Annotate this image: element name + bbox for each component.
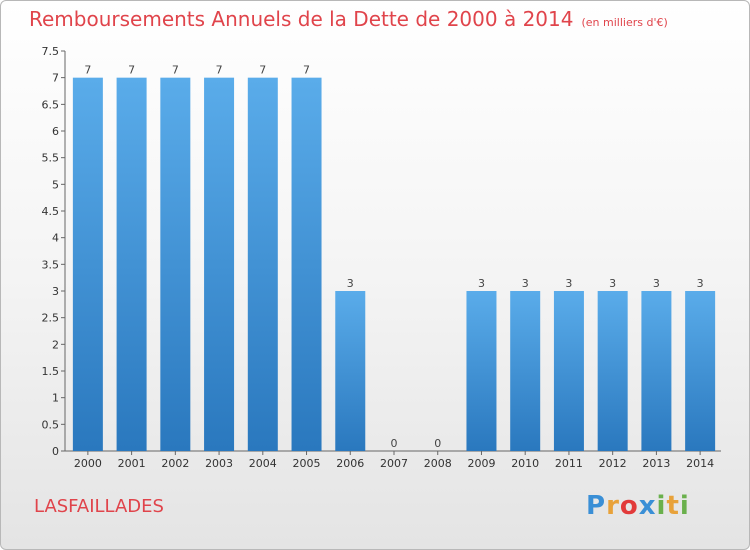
y-tick-label: 5.5	[42, 152, 60, 165]
bar-2012	[597, 291, 628, 451]
data-label-2013: 3	[653, 277, 660, 290]
y-tick-label: 6	[52, 125, 59, 138]
x-tick-label: 2001	[118, 457, 146, 470]
x-tick-label: 2000	[74, 457, 102, 470]
x-tick-label: 2013	[642, 457, 670, 470]
bar-2006	[335, 291, 366, 451]
x-tick-label: 2009	[467, 457, 495, 470]
data-label-2014: 3	[697, 277, 704, 290]
y-tick-label: 5	[52, 178, 59, 191]
bar-2010	[510, 291, 541, 451]
bar-2013	[641, 291, 672, 451]
y-tick-label: 4.5	[42, 205, 60, 218]
chart-title-text: Remboursements Annuels de la Dette de 20…	[29, 7, 574, 31]
x-tick-label: 2007	[380, 457, 408, 470]
y-tick-label: 3	[52, 285, 59, 298]
y-tick-label: 3.5	[42, 258, 60, 271]
y-tick-label: 7	[52, 72, 59, 85]
data-label-2012: 3	[609, 277, 616, 290]
data-label-2002: 7	[172, 64, 179, 77]
chart-data-labels: 7 7 7 7 7 7 3 0 0 3 3 3 3 3 3	[84, 64, 703, 450]
data-label-2003: 7	[216, 64, 223, 77]
y-tick-label: 0	[52, 445, 59, 458]
logo-letter: x	[638, 491, 657, 521]
x-tick-label: 2006	[336, 457, 364, 470]
x-tick-label: 2005	[293, 457, 321, 470]
logo-letter: i	[679, 491, 690, 521]
data-label-2011: 3	[565, 277, 572, 290]
data-label-2009: 3	[478, 277, 485, 290]
x-tick-label: 2010	[511, 457, 539, 470]
bar-2003	[204, 77, 235, 452]
x-tick-label: 2012	[599, 457, 627, 470]
y-tick-label: 7.5	[42, 45, 60, 58]
y-tick-label: 0.5	[42, 418, 60, 431]
data-label-2010: 3	[522, 277, 529, 290]
logo-letter: o	[619, 491, 639, 521]
bar-2011	[553, 291, 584, 451]
bar-2005	[291, 77, 322, 452]
data-label-2001: 7	[128, 64, 135, 77]
data-label-2005: 7	[303, 64, 310, 77]
data-label-2000: 7	[84, 64, 91, 77]
data-label-2008: 0	[434, 437, 441, 450]
y-tick-label: 2	[52, 338, 59, 351]
chart-axes: 0 0.5 1 1.5 2 2.5 3 3.5 4 4.5 5 5.5 6 6.5 7 7.5 2000 2001…	[42, 45, 721, 470]
bar-2001	[116, 77, 147, 452]
y-tick-label: 6.5	[42, 98, 60, 111]
x-tick-label: 2008	[424, 457, 452, 470]
logo-letter: i	[656, 491, 667, 521]
x-tick-label: 2004	[249, 457, 277, 470]
logo-letter: r	[606, 491, 620, 521]
chart-subtitle: (en milliers d'€)	[581, 16, 668, 29]
data-label-2004: 7	[259, 64, 266, 77]
y-tick-label: 2.5	[42, 312, 60, 325]
data-label-2007: 0	[391, 437, 398, 450]
logo-letter: P	[586, 491, 607, 521]
bar-2009	[466, 291, 497, 451]
bar-2000	[72, 77, 103, 452]
data-label-2006: 3	[347, 277, 354, 290]
y-tick-label: 1	[52, 392, 59, 405]
x-tick-label: 2002	[161, 457, 189, 470]
x-tick-label: 2014	[686, 457, 714, 470]
x-tick-label: 2011	[555, 457, 583, 470]
bar-2004	[247, 77, 278, 452]
y-tick-label: 4	[52, 232, 59, 245]
chart-title: Remboursements Annuels de la Dette de 20…	[29, 7, 668, 31]
proxiti-logo: Proxiti	[586, 491, 690, 521]
bar-2002	[160, 77, 191, 452]
logo-letter: t	[666, 491, 680, 521]
y-tick-label: 1.5	[42, 365, 60, 378]
x-tick-label: 2003	[205, 457, 233, 470]
chart-bars	[72, 77, 716, 452]
bar-2014	[685, 291, 716, 451]
commune-name: LASFAILLADES	[34, 496, 164, 517]
